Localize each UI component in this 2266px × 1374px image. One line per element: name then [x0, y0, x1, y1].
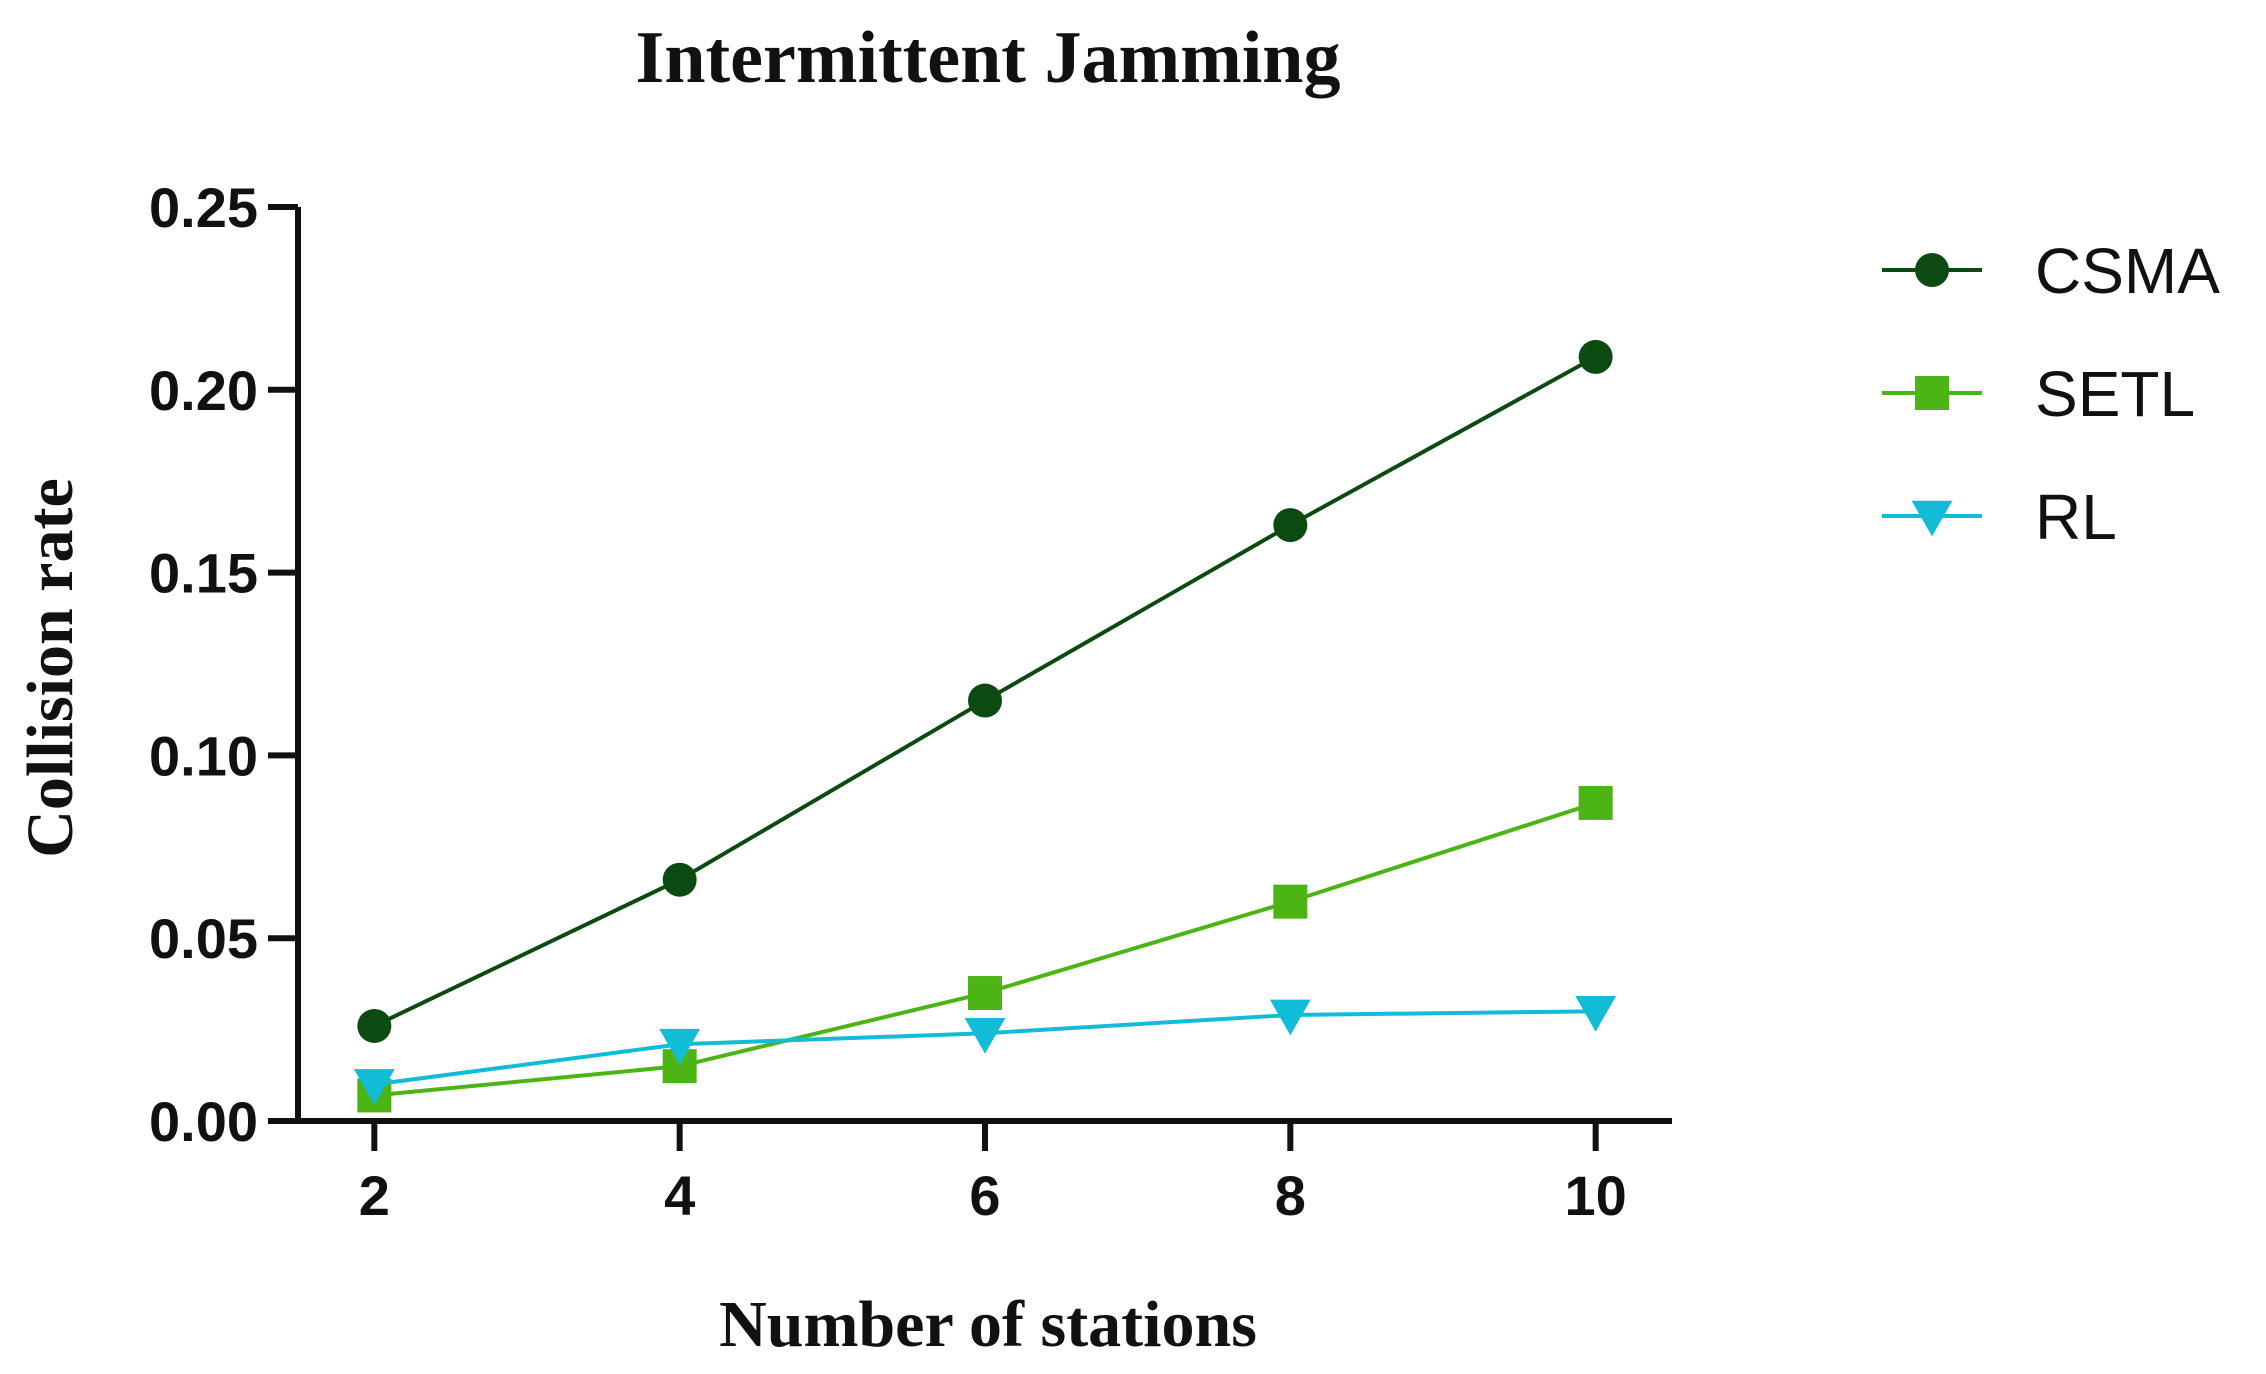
data-point-setl: [1273, 884, 1308, 919]
data-point-csma: [1273, 508, 1308, 543]
x-tick-label: 8: [1275, 1164, 1306, 1227]
data-point-csma: [968, 683, 1002, 718]
legend-label-setl: SETL: [2035, 358, 2195, 430]
data-point-rl: [1575, 996, 1617, 1032]
data-point-rl: [659, 1028, 701, 1065]
y-tick-label: 0.00: [149, 1090, 258, 1153]
legend-item-setl: SETL: [1882, 358, 2195, 430]
legend-label-rl: RL: [2035, 481, 2117, 553]
y-tick-label: 0.15: [149, 542, 258, 605]
data-point-rl: [964, 1017, 1006, 1054]
series-rl: [353, 996, 1617, 1105]
legend-item-rl: RL: [1882, 481, 2117, 553]
chart-title: Intermittent Jamming: [636, 17, 1341, 99]
y-axis-label: Collision rate: [14, 478, 87, 857]
data-point-csma: [1578, 339, 1613, 374]
legend-item-csma: CSMA: [1882, 235, 2220, 307]
y-tick-label: 0.20: [149, 359, 258, 422]
x-tick-label: 6: [969, 1164, 1000, 1227]
data-point-setl: [968, 976, 1002, 1011]
y-tick-label: 0.05: [149, 907, 258, 970]
y-tick-label: 0.25: [149, 176, 258, 239]
series-csma: [357, 339, 1613, 1043]
data-point-rl: [353, 1069, 395, 1105]
legend-marker-csma: [1915, 253, 1949, 287]
data-point-setl: [1578, 785, 1613, 820]
x-axis-label: Number of stations: [719, 1288, 1257, 1361]
legend: CSMA SETL RL: [1882, 235, 2220, 553]
data-point-rl: [1269, 999, 1311, 1036]
x-tick-label: 10: [1565, 1164, 1627, 1227]
x-tick-label: 4: [664, 1164, 695, 1227]
legend-marker-rl: [1911, 500, 1953, 537]
axes: 0.00 0.05 0.10 0.15 0.20 0.25 2 4 6 8 10: [149, 176, 1672, 1227]
data-point-csma: [357, 1008, 392, 1043]
data-point-csma: [662, 862, 697, 897]
y-tick-label: 0.10: [149, 724, 258, 787]
series-layer: [353, 339, 1617, 1113]
x-tick-label: 2: [359, 1164, 390, 1227]
legend-marker-setl: [1915, 376, 1949, 410]
legend-label-csma: CSMA: [2035, 235, 2220, 307]
